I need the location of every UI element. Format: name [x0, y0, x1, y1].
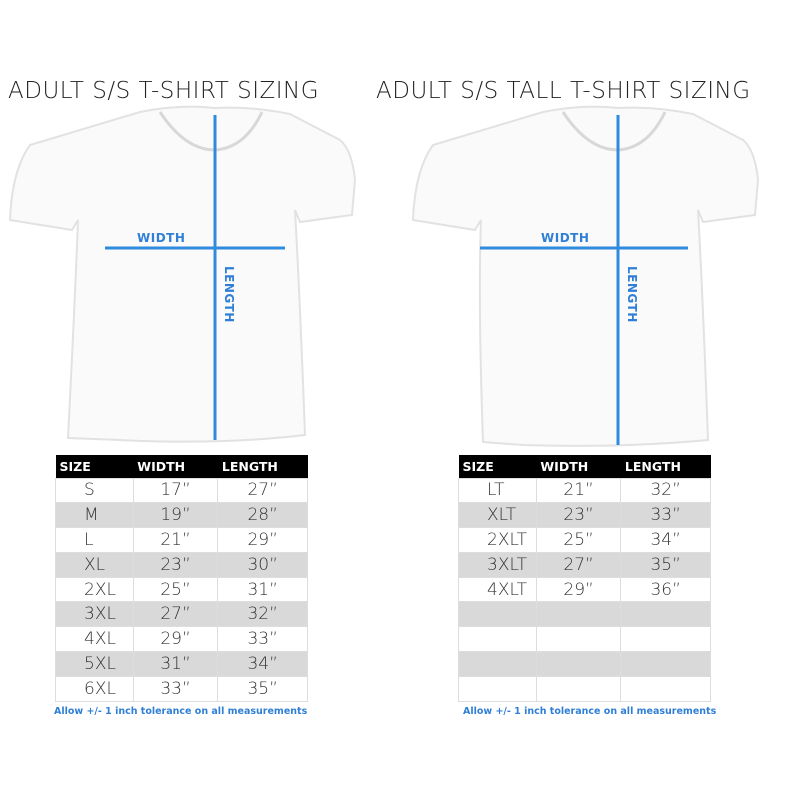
table-cell: 21” [535, 477, 622, 504]
table-cell: 31” [132, 651, 219, 677]
table-cell: 25” [132, 576, 219, 603]
table-cell: 32” [620, 477, 711, 504]
table-row: 3XLT 27” 35” [458, 551, 711, 578]
table-cell: XL [55, 551, 134, 578]
table-cell [620, 626, 711, 653]
table-cell [458, 675, 537, 702]
table-cell [458, 651, 537, 677]
table-row: L 21” 29” [55, 527, 308, 553]
table-cell: M [55, 502, 134, 529]
table-row: 5XL 31” 34” [55, 651, 308, 677]
table-row [458, 626, 711, 653]
left-width-label: WIDTH [137, 231, 186, 245]
table-cell: 25” [535, 527, 622, 553]
left-tolerance-note: Allow +/- 1 inch tolerance on all measur… [54, 706, 308, 717]
left-size-table: SIZE WIDTH LENGTH S 17” 27” M 19” 28” L 21” 29” XL 23… [55, 455, 308, 702]
table-cell: 30” [217, 551, 308, 578]
table-row: XLT 23” 33” [458, 502, 711, 529]
table-row: M 19” 28” [55, 502, 308, 529]
table-cell: S [55, 477, 134, 504]
table-cell: 3XL [55, 601, 134, 628]
table-cell: 2XLT [458, 527, 537, 553]
table-cell: 19” [132, 502, 219, 529]
table-cell: 3XLT [458, 551, 537, 578]
table-cell: 33” [132, 675, 219, 702]
table-cell: 4XL [55, 626, 134, 653]
table-cell [535, 601, 622, 628]
table-cell: 28” [217, 502, 308, 529]
header-cell: WIDTH [133, 455, 218, 478]
table-row: XL 23” 30” [55, 551, 308, 578]
table-cell: 35” [620, 551, 711, 578]
header-cell: LENGTH [620, 455, 711, 478]
table-row: 4XL 29” 33” [55, 626, 308, 653]
table-cell: 23” [132, 551, 219, 578]
table-row: S 17” 27” [55, 477, 308, 504]
table-cell [535, 675, 622, 702]
table-row [458, 675, 711, 702]
table-cell [535, 626, 622, 653]
table-cell: 32” [217, 601, 308, 628]
table-row [458, 601, 711, 628]
header-cell: SIZE [458, 455, 537, 478]
left-length-label: LENGTH [222, 266, 236, 323]
table-cell: 34” [620, 527, 711, 553]
table-cell: 33” [217, 626, 308, 653]
header-row: SIZE WIDTH LENGTH [55, 455, 308, 478]
table-row: 2XLT 25” 34” [458, 527, 711, 553]
right-size-table: SIZE WIDTH LENGTH LT 21” 32” XLT 23” 33” 2XLT 25” 3… [458, 455, 711, 702]
left-tshirt-image [8, 105, 357, 443]
table-cell: 34” [217, 651, 308, 677]
table-cell [458, 601, 537, 628]
header-cell: LENGTH [217, 455, 308, 478]
table-cell: 5XL [55, 651, 134, 677]
table-cell [620, 651, 711, 677]
table-row: 4XLT 29” 36” [458, 576, 711, 603]
table-cell: 31” [217, 576, 308, 603]
table-cell [620, 675, 711, 702]
header-cell: WIDTH [536, 455, 621, 478]
table-row: 3XL 27” 32” [55, 601, 308, 628]
table-cell: 6XL [55, 675, 134, 702]
table-cell: 29” [217, 527, 308, 553]
table-cell: 35” [217, 675, 308, 702]
table-cell: 2XL [55, 576, 134, 603]
table-row: 2XL 25” 31” [55, 576, 308, 603]
table-cell: 4XLT [458, 576, 537, 603]
left-title: ADULT S/S T-SHIRT SIZING [8, 78, 320, 104]
table-cell [458, 626, 537, 653]
table-cell: 29” [535, 576, 622, 603]
table-cell: 29” [132, 626, 219, 653]
table-cell: L [55, 527, 134, 553]
right-title: ADULT S/S TALL T-SHIRT SIZING [376, 78, 751, 104]
table-cell: 17” [132, 477, 219, 504]
right-length-label: LENGTH [625, 266, 639, 323]
table-cell: 27” [217, 477, 308, 504]
header-row: SIZE WIDTH LENGTH [458, 455, 711, 478]
table-row: 6XL 33” 35” [55, 675, 308, 702]
table-cell [535, 651, 622, 677]
right-width-label: WIDTH [541, 231, 590, 245]
table-cell: 21” [132, 527, 219, 553]
table-cell: 36” [620, 576, 711, 603]
header-cell: SIZE [55, 455, 134, 478]
table-cell: 23” [535, 502, 622, 529]
table-cell [620, 601, 711, 628]
right-tshirt-image [411, 105, 760, 447]
table-cell: LT [458, 477, 537, 504]
table-row [458, 651, 711, 677]
right-tolerance-note: Allow +/- 1 inch tolerance on all measur… [463, 706, 717, 717]
table-row: LT 21” 32” [458, 477, 711, 504]
table-cell: XLT [458, 502, 537, 529]
table-cell: 33” [620, 502, 711, 529]
table-cell: 27” [535, 551, 622, 578]
table-cell: 27” [132, 601, 219, 628]
